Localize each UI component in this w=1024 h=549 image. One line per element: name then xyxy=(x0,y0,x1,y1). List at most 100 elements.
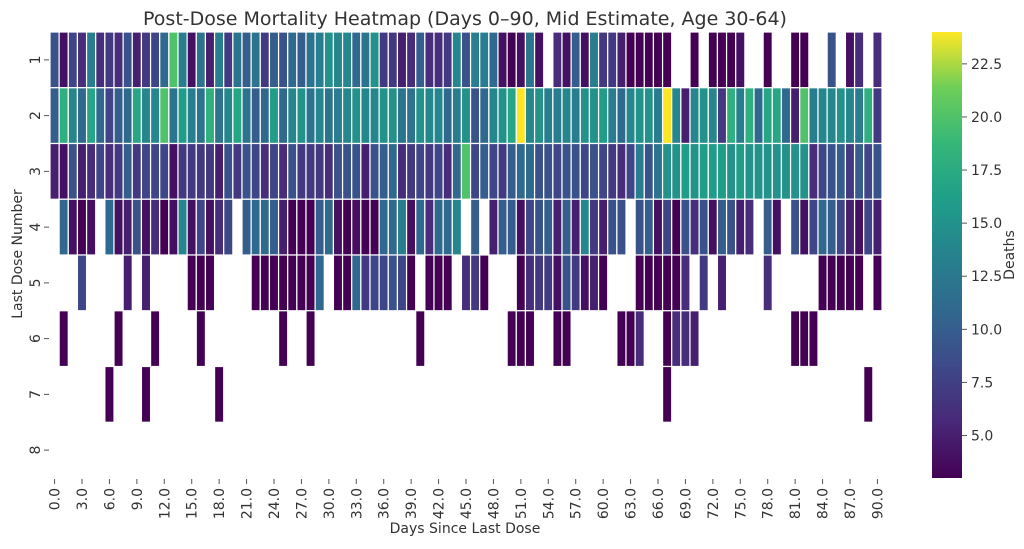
heatmap-cell xyxy=(451,87,463,145)
heatmap-cell xyxy=(460,254,472,312)
x-tick-label: 90.0 xyxy=(870,488,886,519)
heatmap-cell xyxy=(442,31,453,89)
heatmap-cell xyxy=(95,31,106,89)
heatmap-cell xyxy=(725,142,737,200)
heatmap-cell xyxy=(131,31,143,89)
heatmap-cell xyxy=(616,198,627,256)
heatmap-cell xyxy=(561,310,572,368)
heatmap-cell xyxy=(341,198,353,256)
heatmap-cell xyxy=(671,198,682,256)
heatmap-cell xyxy=(296,31,307,89)
heatmap-cell xyxy=(735,87,746,145)
y-tick-label: 7 xyxy=(28,390,44,399)
heatmap-cell xyxy=(607,31,618,89)
heatmap-cell xyxy=(113,87,124,145)
heatmap-cell xyxy=(85,31,97,89)
heatmap-cell xyxy=(652,87,664,145)
heatmap-cell xyxy=(524,31,536,89)
heatmap-cell xyxy=(570,142,581,200)
heatmap-cell xyxy=(552,254,563,312)
heatmap-cell xyxy=(277,142,289,200)
heatmap-cell xyxy=(67,198,79,256)
heatmap-cell xyxy=(351,198,362,256)
heatmap-cell xyxy=(588,198,600,256)
heatmap-cell xyxy=(671,87,682,145)
heatmap-cell xyxy=(323,31,335,89)
heatmap-cell xyxy=(616,31,627,89)
heatmap-cell xyxy=(872,87,883,145)
heatmap-cell xyxy=(689,142,700,200)
heatmap-cell xyxy=(268,142,280,200)
heatmap-cell xyxy=(341,87,353,145)
heatmap-cell xyxy=(58,310,69,368)
heatmap-cell xyxy=(95,142,106,200)
heatmap-cell xyxy=(853,87,865,145)
heatmap-cell xyxy=(277,254,289,312)
heatmap-cell xyxy=(643,198,655,256)
heatmap-cell xyxy=(799,198,810,256)
heatmap-cell xyxy=(616,310,627,368)
x-tick-label: 84.0 xyxy=(816,488,832,519)
heatmap-cell xyxy=(104,198,115,256)
heatmap-cell xyxy=(140,31,152,89)
heatmap-cell xyxy=(296,254,307,312)
heatmap-cell xyxy=(104,87,115,145)
heatmap-cell xyxy=(149,198,161,256)
heatmap-cell xyxy=(113,142,124,200)
heatmap-cell xyxy=(460,31,472,89)
heatmap-cell xyxy=(661,87,673,145)
heatmap-cell xyxy=(506,142,517,200)
heatmap-cell xyxy=(597,87,609,145)
heatmap-cell xyxy=(634,142,645,200)
heatmap-cell xyxy=(689,198,700,256)
heatmap-cell xyxy=(305,198,316,256)
heatmap-cell xyxy=(607,142,618,200)
heatmap-cell xyxy=(643,31,655,89)
heatmap-cell xyxy=(744,142,755,200)
x-tick-label: 9.0 xyxy=(130,488,146,510)
heatmap-cell xyxy=(268,198,280,256)
heatmap-cell xyxy=(524,142,536,200)
heatmap-cell xyxy=(360,254,371,312)
heatmap-cell xyxy=(826,31,837,89)
heatmap-cell xyxy=(652,198,664,256)
colorbar-tick-label: 5.0 xyxy=(971,429,993,445)
heatmap-cell xyxy=(661,365,673,423)
heatmap-cell xyxy=(104,31,115,89)
heatmap-cell xyxy=(524,198,536,256)
x-tick-label: 60.0 xyxy=(596,488,612,519)
heatmap-cell xyxy=(451,198,463,256)
x-tick-label: 0.0 xyxy=(48,488,64,510)
heatmap-cell xyxy=(597,254,609,312)
x-tick-label: 18.0 xyxy=(212,488,228,519)
heatmap-cell xyxy=(195,198,207,256)
heatmap-cell xyxy=(716,31,728,89)
heatmap-cell xyxy=(552,31,563,89)
colorbar-tick-label: 10.0 xyxy=(971,322,1002,338)
heatmap-cell xyxy=(195,142,207,200)
heatmap-cell xyxy=(506,310,517,368)
heatmap-cell xyxy=(250,198,261,256)
heatmap-cell xyxy=(351,87,362,145)
heatmap-cell xyxy=(497,31,508,89)
heatmap-cell xyxy=(104,365,115,423)
heatmap-cell xyxy=(204,87,216,145)
heatmap-cell xyxy=(853,31,865,89)
heatmap-cell xyxy=(250,87,261,145)
heatmap-cell xyxy=(607,87,618,145)
heatmap-cell xyxy=(250,31,261,89)
colorbar-tick-label: 17.5 xyxy=(971,163,1002,179)
heatmap-cell xyxy=(488,31,499,89)
x-tick-label: 51.0 xyxy=(514,488,530,519)
heatmap-cell xyxy=(625,142,636,200)
heatmap-cell xyxy=(396,31,408,89)
heatmap-cell xyxy=(67,87,79,145)
heatmap-cell xyxy=(479,87,490,145)
x-axis-label: Days Since Last Dose xyxy=(390,521,541,537)
heatmap-cell xyxy=(689,87,700,145)
heatmap-cell xyxy=(223,142,234,200)
colorbar-ticks: 5.0 7.5 10.0 12.5 15.0 17.5 20.0 22.5 xyxy=(962,57,1002,445)
heatmap-cell xyxy=(186,254,197,312)
heatmap-cell xyxy=(314,87,325,145)
x-tick-label: 42.0 xyxy=(432,488,448,519)
